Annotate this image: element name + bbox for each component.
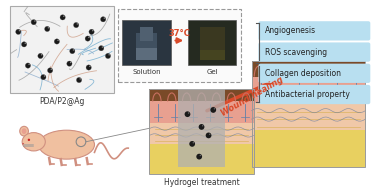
Text: Hydrogel treatment: Hydrogel treatment xyxy=(164,178,239,187)
Bar xyxy=(136,33,157,60)
Ellipse shape xyxy=(28,64,30,65)
Ellipse shape xyxy=(70,62,71,63)
Bar xyxy=(252,77,366,103)
Ellipse shape xyxy=(22,143,24,144)
Ellipse shape xyxy=(41,54,42,55)
Bar xyxy=(252,130,366,167)
Ellipse shape xyxy=(63,15,65,17)
Ellipse shape xyxy=(19,30,20,31)
Ellipse shape xyxy=(25,63,31,68)
Ellipse shape xyxy=(108,54,110,55)
Ellipse shape xyxy=(101,17,106,22)
FancyBboxPatch shape xyxy=(259,42,370,62)
Text: Wound healing: Wound healing xyxy=(220,75,285,118)
Bar xyxy=(140,27,153,40)
Ellipse shape xyxy=(77,23,78,25)
Ellipse shape xyxy=(51,68,52,70)
Ellipse shape xyxy=(31,20,36,25)
Text: Antibacterial property: Antibacterial property xyxy=(265,90,350,99)
Ellipse shape xyxy=(214,108,215,109)
Ellipse shape xyxy=(200,155,201,156)
Ellipse shape xyxy=(206,133,211,138)
Bar xyxy=(149,89,254,174)
Text: 37°C: 37°C xyxy=(169,29,190,38)
Ellipse shape xyxy=(22,133,45,151)
Ellipse shape xyxy=(188,112,189,114)
Ellipse shape xyxy=(211,107,216,113)
Bar xyxy=(252,61,366,77)
Ellipse shape xyxy=(196,154,202,159)
Ellipse shape xyxy=(39,130,94,159)
Ellipse shape xyxy=(38,53,43,59)
Ellipse shape xyxy=(34,20,36,22)
Ellipse shape xyxy=(48,68,53,73)
Ellipse shape xyxy=(73,22,79,28)
Bar xyxy=(118,9,241,82)
Text: Collagen deposition: Collagen deposition xyxy=(265,69,341,78)
Bar xyxy=(200,27,225,60)
Ellipse shape xyxy=(54,39,59,44)
Ellipse shape xyxy=(48,27,49,29)
FancyBboxPatch shape xyxy=(259,21,370,40)
Ellipse shape xyxy=(99,45,104,51)
Ellipse shape xyxy=(184,111,191,117)
Bar xyxy=(178,89,225,167)
Ellipse shape xyxy=(86,65,91,70)
Text: PDA/P2@Ag: PDA/P2@Ag xyxy=(39,97,84,106)
Ellipse shape xyxy=(41,74,46,80)
Ellipse shape xyxy=(202,125,203,127)
Ellipse shape xyxy=(45,26,50,32)
FancyBboxPatch shape xyxy=(259,85,370,104)
Bar xyxy=(149,144,254,174)
Bar xyxy=(149,89,254,102)
Ellipse shape xyxy=(92,30,93,31)
Text: Solution: Solution xyxy=(132,69,161,75)
Ellipse shape xyxy=(105,53,111,59)
Ellipse shape xyxy=(28,139,30,141)
Ellipse shape xyxy=(89,66,91,67)
Ellipse shape xyxy=(102,46,103,48)
Ellipse shape xyxy=(73,49,74,51)
Ellipse shape xyxy=(67,61,72,66)
Ellipse shape xyxy=(193,142,194,143)
Ellipse shape xyxy=(60,15,65,20)
Ellipse shape xyxy=(15,29,21,34)
Ellipse shape xyxy=(209,133,211,135)
Bar xyxy=(188,20,236,65)
Ellipse shape xyxy=(25,42,26,44)
Ellipse shape xyxy=(70,49,75,54)
Ellipse shape xyxy=(22,42,27,47)
Text: Angiogenesis: Angiogenesis xyxy=(265,26,316,35)
Bar xyxy=(136,48,157,60)
Bar xyxy=(252,103,366,130)
Bar xyxy=(200,50,225,60)
Bar xyxy=(149,102,254,123)
Bar xyxy=(149,123,254,144)
Ellipse shape xyxy=(89,29,94,34)
Ellipse shape xyxy=(20,126,28,136)
Ellipse shape xyxy=(189,141,195,147)
Ellipse shape xyxy=(85,36,90,41)
Ellipse shape xyxy=(88,37,90,38)
Text: Gel: Gel xyxy=(206,69,218,75)
Bar xyxy=(122,20,171,65)
Ellipse shape xyxy=(104,17,105,19)
Text: ROS scavenging: ROS scavenging xyxy=(265,48,327,57)
Ellipse shape xyxy=(22,128,26,134)
Ellipse shape xyxy=(76,77,82,83)
Ellipse shape xyxy=(199,124,204,130)
Ellipse shape xyxy=(79,78,81,80)
Bar xyxy=(9,6,114,92)
Ellipse shape xyxy=(57,40,59,41)
FancyBboxPatch shape xyxy=(259,64,370,83)
Bar xyxy=(252,61,366,167)
Ellipse shape xyxy=(44,75,45,77)
